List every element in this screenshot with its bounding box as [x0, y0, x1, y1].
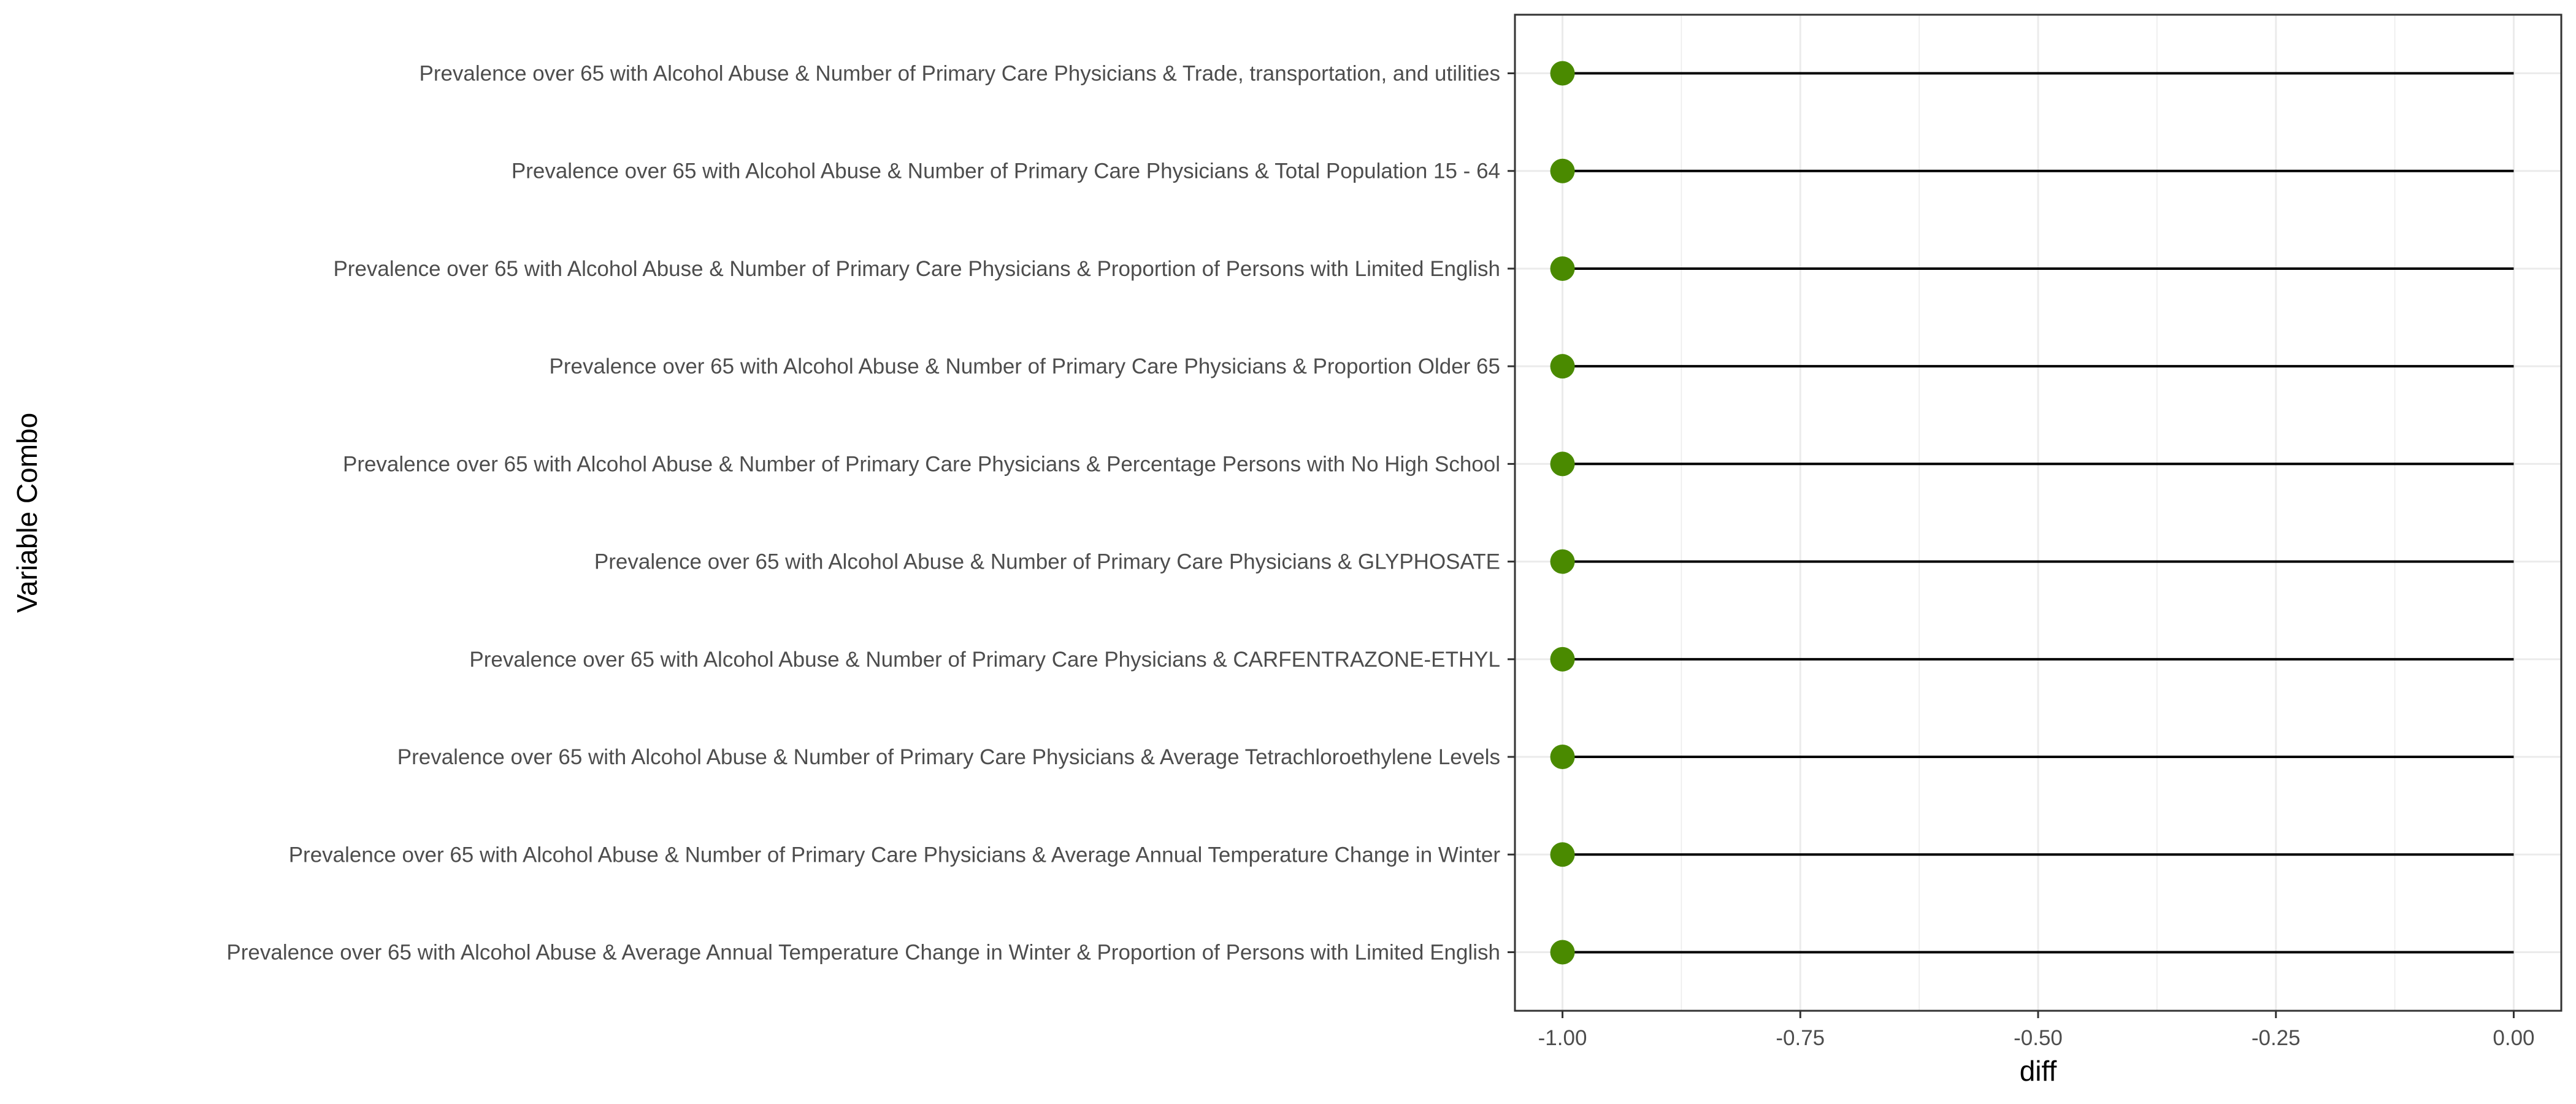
lollipop-point: [1550, 745, 1575, 770]
y-tick-label: Prevalence over 65 with Alcohol Abuse & …: [343, 452, 1500, 476]
lollipop-point: [1550, 158, 1575, 183]
lollipop-segments: [1562, 72, 2514, 954]
lollipop-point: [1550, 256, 1575, 281]
y-axis-ticks: Prevalence over 65 with Alcohol Abuse & …: [226, 62, 1515, 964]
lollipop-point: [1550, 646, 1575, 672]
y-tick-label: Prevalence over 65 with Alcohol Abuse & …: [397, 745, 1500, 769]
y-tick-label: Prevalence over 65 with Alcohol Abuse & …: [550, 355, 1500, 378]
lollipop-points: [1550, 61, 1575, 965]
y-tick-label: Prevalence over 65 with Alcohol Abuse & …: [333, 257, 1500, 281]
lollipop-point: [1550, 549, 1575, 574]
lollipop-point: [1550, 354, 1575, 379]
y-axis-title: Variable Combo: [11, 413, 43, 613]
x-axis-ticks: -1.00 -0.75 -0.50 -0.25 0.00: [1538, 1011, 2535, 1050]
x-tick-label: -1.00: [1538, 1026, 1587, 1050]
x-axis-title: diff: [2020, 1055, 2057, 1087]
lollipop-point: [1550, 842, 1575, 867]
y-tick-label: Prevalence over 65 with Alcohol Abuse & …: [469, 648, 1500, 672]
y-tick-label: Prevalence over 65 with Alcohol Abuse & …: [512, 159, 1500, 183]
x-tick-label: -0.50: [2014, 1026, 2063, 1050]
lollipop-point: [1550, 940, 1575, 965]
y-tick-label: Prevalence over 65 with Alcohol Abuse & …: [594, 550, 1500, 574]
x-tick-label: 0.00: [2493, 1026, 2534, 1050]
lollipop-point: [1550, 451, 1575, 477]
lollipop-point: [1550, 61, 1575, 86]
y-tick-label: Prevalence over 65 with Alcohol Abuse & …: [226, 940, 1500, 964]
x-tick-label: -0.75: [1776, 1026, 1825, 1050]
y-tick-label: Prevalence over 65 with Alcohol Abuse & …: [419, 62, 1500, 86]
y-tick-label: Prevalence over 65 with Alcohol Abuse & …: [289, 843, 1501, 867]
x-tick-label: -0.25: [2252, 1026, 2301, 1050]
